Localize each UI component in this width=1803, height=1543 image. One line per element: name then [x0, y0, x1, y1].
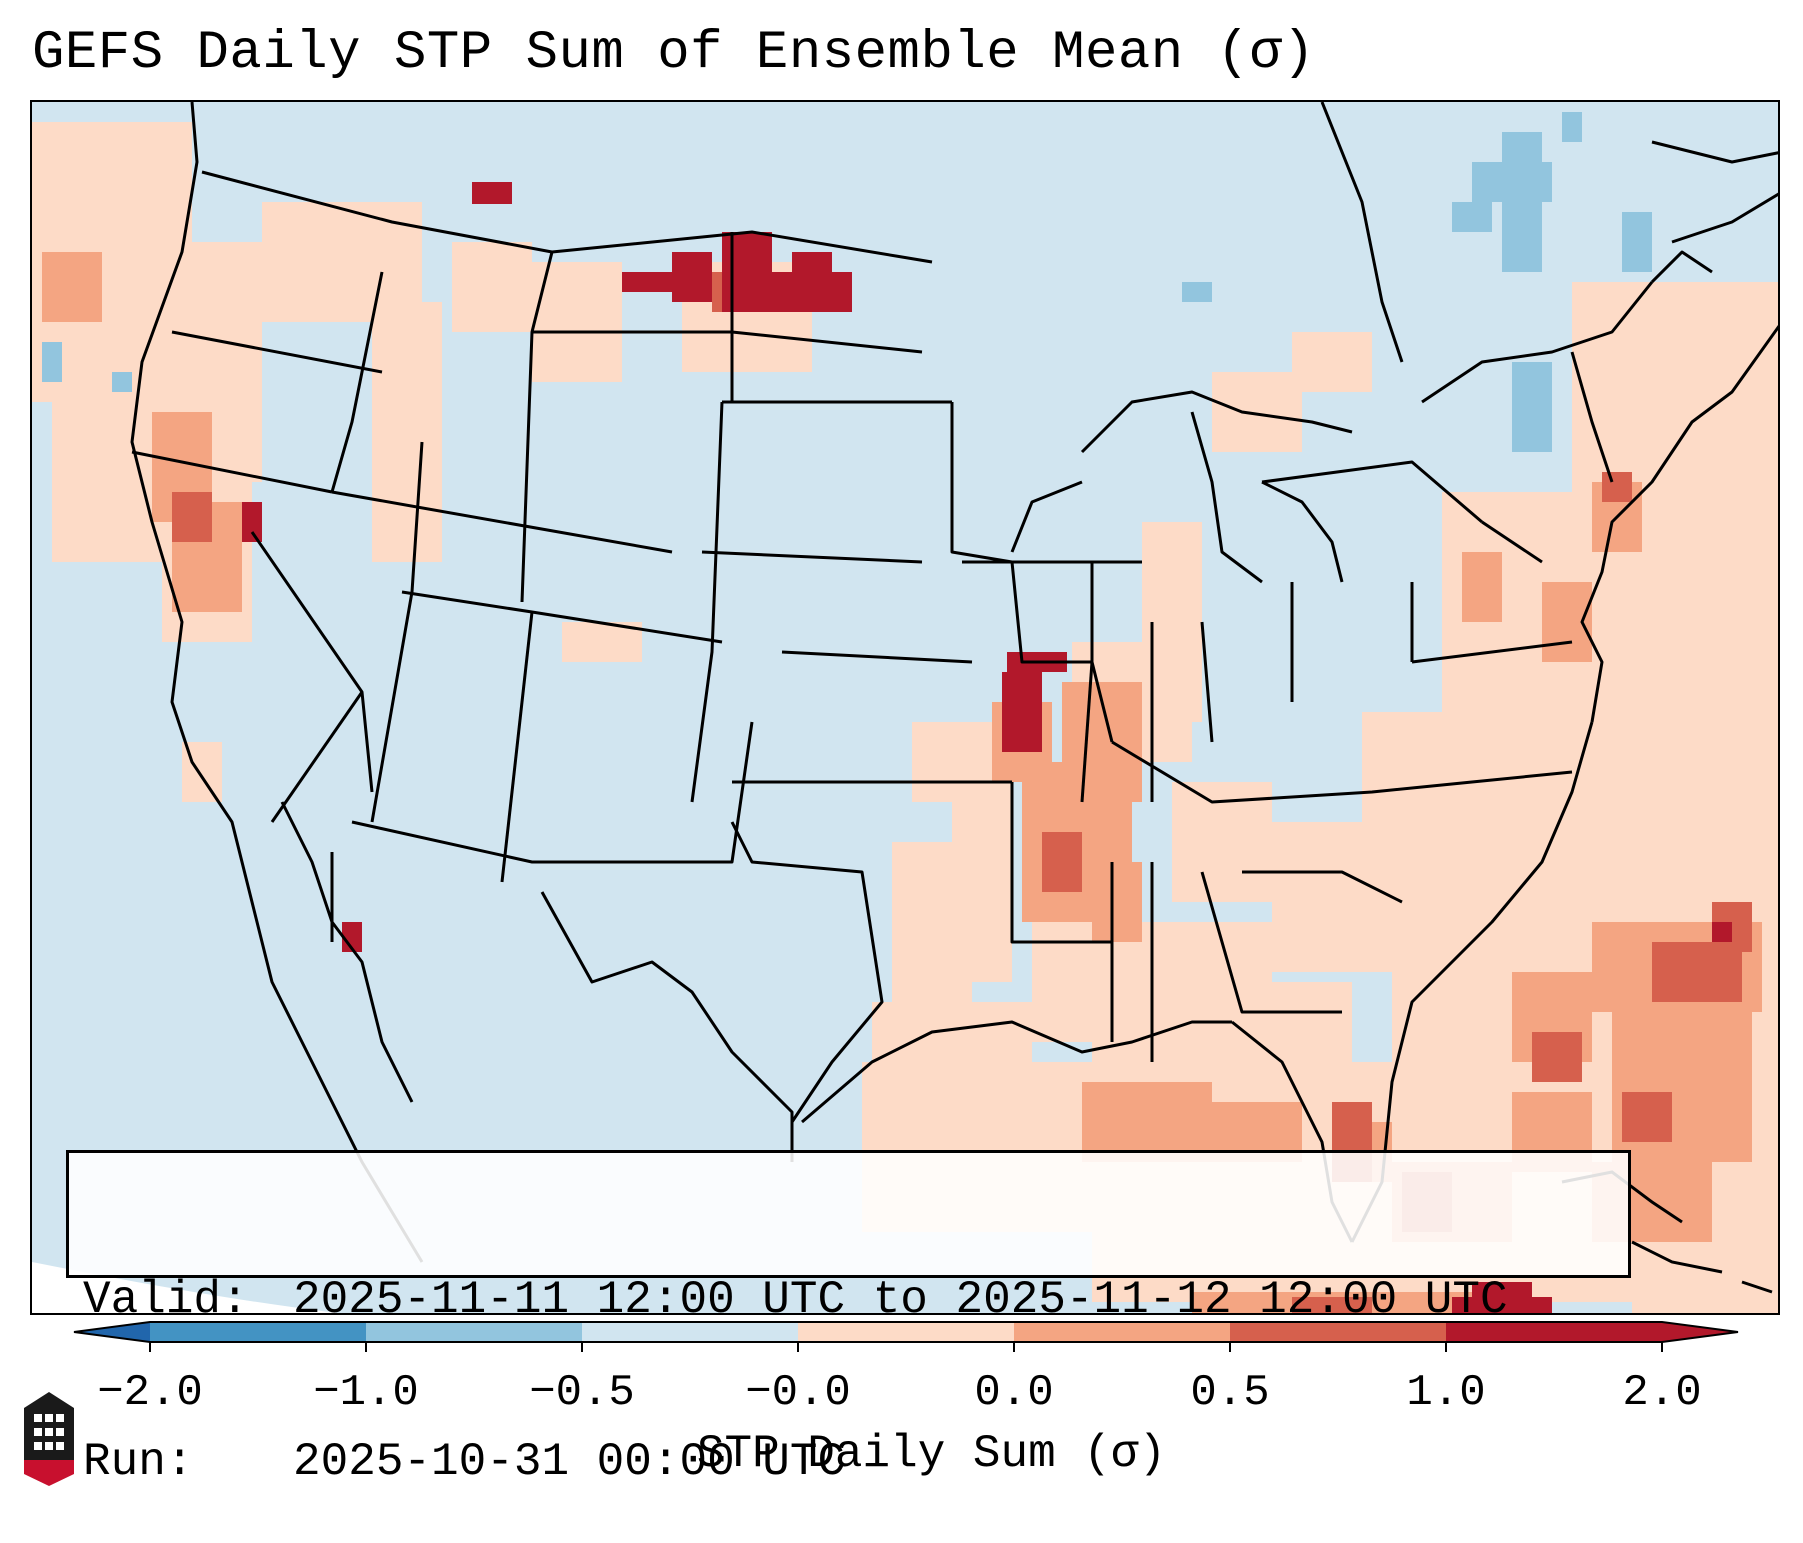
valid-value: 2025-11-11 12:00 UTC to 2025-11-12 12:00… [293, 1274, 1508, 1326]
colorbar-tick-label: −2.0 [97, 1368, 203, 1418]
colorbar-tick-label: −1.0 [313, 1368, 419, 1418]
valid-key: Valid: [83, 1274, 249, 1326]
colorbar-segment [1446, 1322, 1662, 1342]
projection-edge-left [32, 1262, 338, 1313]
political-borders [130, 102, 1778, 1263]
colorbar [73, 1321, 1739, 1352]
colorbar-extend-low [74, 1322, 150, 1342]
colorbar-tick-label: −0.0 [745, 1368, 851, 1418]
run-row: Run: 2025-10-31 00:00 UTC [83, 1435, 1628, 1489]
colorbar-segment [366, 1322, 582, 1342]
colorbar-tick-label: −0.5 [529, 1368, 635, 1418]
colorbar-segment [150, 1322, 366, 1342]
map-panel [30, 100, 1780, 1315]
colorbar-segment [798, 1322, 1014, 1342]
colorbar-segment [1014, 1322, 1230, 1342]
valid-row: Valid: 2025-11-11 12:00 UTC to 2025-11-12… [83, 1273, 1628, 1327]
colorbar-extend-high [1662, 1322, 1738, 1342]
colorbar-label: STP Daily Sum (σ) [696, 1428, 1167, 1480]
stp-field-negative [42, 112, 1652, 452]
colorbar-segment [1230, 1322, 1446, 1342]
validity-info-box: Valid: 2025-11-11 12:00 UTC to 2025-11-12… [66, 1150, 1631, 1488]
colorbar-ticks [149, 1342, 1663, 1352]
stp-field-extreme [242, 182, 1732, 1313]
colorbar-tick-label: 0.0 [974, 1368, 1054, 1418]
map-title: GEFS Daily STP Sum of Ensemble Mean (σ) [32, 23, 1316, 84]
colorbar-tick-label: 0.5 [1190, 1368, 1270, 1418]
niu-logo [24, 1392, 74, 1486]
run-value: 2025-10-31 00:00 UTC [293, 1436, 846, 1488]
colorbar-tick-label: 2.0 [1622, 1368, 1702, 1418]
run-key: Run: [83, 1436, 194, 1488]
colorbar-segment [582, 1322, 798, 1342]
stp-map [32, 102, 1778, 1313]
colorbar-tick-label: 1.0 [1406, 1368, 1486, 1418]
